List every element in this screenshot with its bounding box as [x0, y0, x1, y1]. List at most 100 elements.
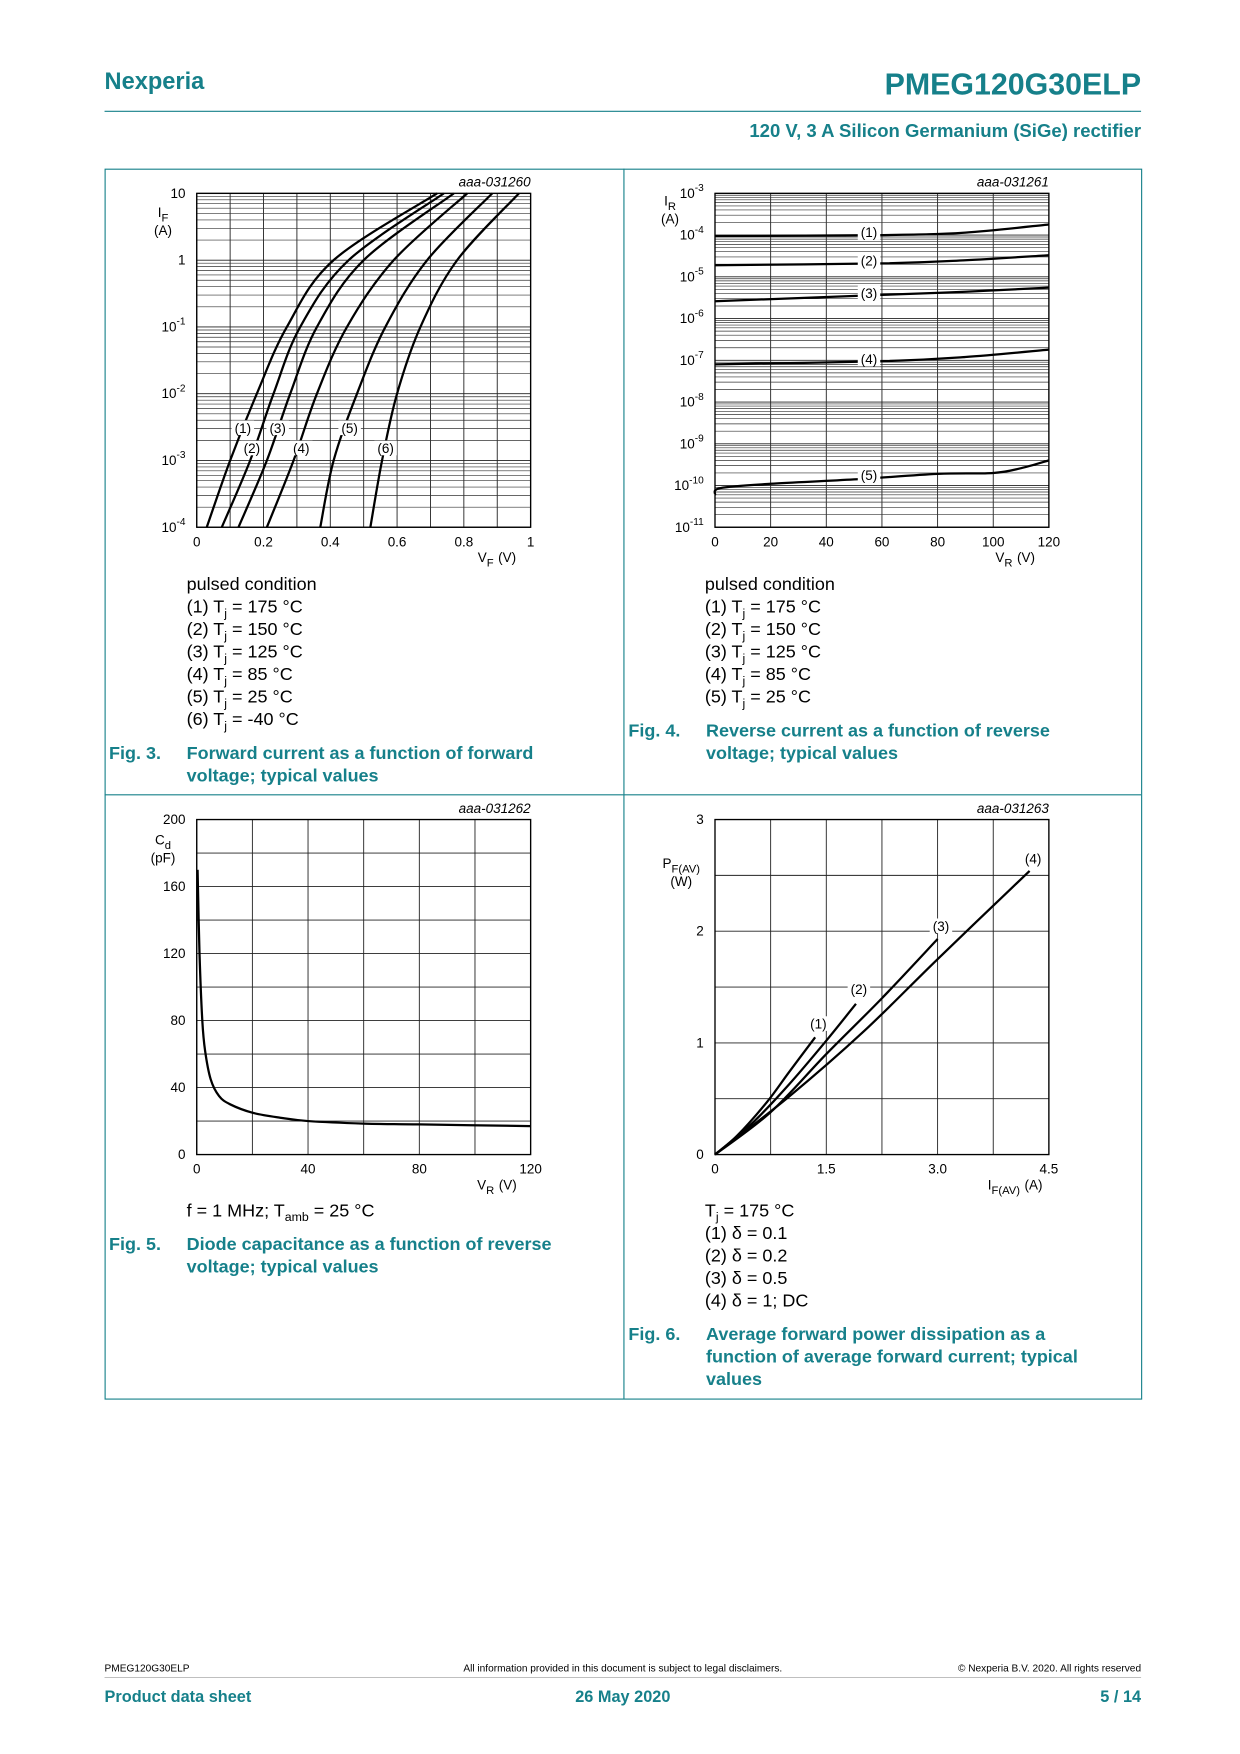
axis-symbol: I — [664, 194, 668, 209]
figure-note: (4) Tj = 85 °C — [186, 665, 293, 689]
tick-base: 10 — [161, 386, 176, 401]
y-axis-unit: (W) — [670, 874, 692, 889]
tick-exponent: -1 — [176, 317, 185, 328]
axis-subscript: F — [161, 212, 168, 224]
curve-label-bg — [847, 981, 871, 997]
figure-note: (5) Tj = 25 °C — [186, 688, 293, 711]
curve-label-bg — [857, 351, 881, 367]
curve — [714, 1036, 817, 1156]
tick-exponent: -7 — [695, 350, 704, 361]
figure-note: (6) Tj = -40 °C — [186, 710, 299, 734]
figure-number: Fig. 6. — [628, 1325, 681, 1345]
footer-product: PMEG120G30ELP — [104, 1662, 190, 1674]
curve-label-bg — [857, 467, 881, 483]
footer-page: 5 / 14 — [1100, 1688, 1142, 1707]
x-tick-label: 0.8 — [454, 534, 473, 549]
figure-caption: Forward current as a function of forward… — [186, 744, 534, 786]
x-tick-label: 0.6 — [388, 534, 407, 549]
tick-base: 10 — [680, 353, 695, 368]
x-tick-label: 120 — [1038, 534, 1061, 549]
curve-label: (1) — [810, 1017, 826, 1032]
y-axis-label: Cd — [155, 832, 171, 851]
curve-label-bg — [266, 420, 289, 436]
tick-exponent: -11 — [690, 517, 704, 528]
axis-subscript: R — [668, 201, 676, 213]
figure-caption: Average forward power dissipation as a f… — [706, 1325, 1078, 1390]
curve-label-bg — [338, 420, 361, 436]
curve-label: (5) — [861, 468, 877, 483]
y-tick-label: 10-4 — [680, 225, 704, 243]
product-title: PMEG120G30ELP — [884, 67, 1142, 102]
tick-base: 10 — [675, 520, 690, 535]
curve-label-bg — [857, 252, 881, 268]
curve — [714, 286, 1049, 303]
x-tick-label: 3.0 — [928, 1162, 947, 1177]
curve-label: (2) — [244, 441, 260, 456]
chart-id: aaa-031261 — [977, 175, 1049, 190]
curve — [714, 348, 1049, 366]
tick-base: 10 — [680, 269, 695, 284]
tick-base: 10 — [680, 436, 695, 451]
figure-note: (3) Tj = 125 °C — [186, 643, 303, 666]
x-tick-label: 40 — [819, 534, 834, 549]
figure-number: Fig. 5. — [109, 1235, 162, 1255]
tick-exponent: -2 — [176, 383, 185, 394]
x-tick-label: 0.2 — [254, 534, 273, 549]
y-tick-label: 10-9 — [680, 434, 704, 452]
curve-label: (2) — [861, 253, 877, 268]
y-tick-label: 10-3 — [680, 183, 704, 201]
y-tick-label: 10-5 — [680, 267, 704, 285]
curve-label: (3) — [269, 421, 285, 436]
figure-note: pulsed condition — [704, 575, 835, 595]
curve — [714, 1003, 857, 1156]
curve-label: (3) — [933, 919, 949, 934]
curve — [237, 192, 455, 528]
chart-id: aaa-031260 — [459, 175, 531, 190]
curve-label: (4) — [1025, 851, 1041, 866]
x-axis-label: VF (V) — [478, 550, 516, 569]
subtitle: 120 V, 3 A Silicon Germanium (SiGe) rect… — [749, 121, 1142, 142]
axis-subscript: F — [487, 558, 494, 570]
figure-number: Fig. 3. — [109, 744, 162, 764]
axis-subscript: R — [1004, 558, 1012, 570]
plot-frame — [196, 192, 532, 528]
figure-note: (1) Tj = 175 °C — [704, 598, 821, 621]
curve-label: (6) — [377, 441, 393, 456]
tick-base: 10 — [161, 453, 176, 468]
tick-exponent: -10 — [689, 475, 704, 486]
x-tick-label: 80 — [930, 534, 945, 549]
curve-label-bg — [857, 285, 881, 301]
axis-symbol: V — [995, 550, 1004, 565]
chart-id: aaa-031263 — [977, 801, 1049, 816]
curve — [205, 192, 438, 528]
x-tick-label: 0 — [193, 1162, 201, 1177]
x-tick-label: 40 — [301, 1162, 316, 1177]
curve — [319, 192, 494, 528]
y-tick-label: 10-10 — [674, 475, 704, 493]
x-tick-label: 1.5 — [817, 1162, 836, 1177]
y-tick-label: 3 — [696, 812, 703, 827]
y-tick-label: 120 — [163, 946, 186, 961]
curve — [196, 869, 531, 1128]
x-axis-label: IF(AV) (A) — [988, 1177, 1043, 1196]
y-axis-unit: (pF) — [151, 850, 176, 865]
curve-label-bg — [929, 918, 953, 934]
x-tick-label: 60 — [874, 534, 889, 549]
tick-base: 10 — [161, 319, 176, 334]
tick-exponent: -6 — [695, 308, 704, 319]
curve-label: (5) — [341, 421, 357, 436]
y-tick-label: 10-4 — [161, 517, 185, 535]
axis-subscript: d — [165, 840, 171, 852]
y-axis-label: IR — [664, 194, 676, 213]
chart-id: aaa-031262 — [459, 801, 531, 816]
curve — [714, 870, 1031, 1156]
axis-symbol: V — [477, 1177, 486, 1192]
y-tick-label: 10-11 — [675, 517, 704, 535]
axis-symbol: P — [663, 856, 672, 871]
curve-label: (2) — [851, 982, 867, 997]
x-tick-label: 20 — [763, 534, 778, 549]
tick-base: 10 — [680, 395, 695, 410]
axis-unit: (A) — [1025, 1177, 1043, 1192]
figure-note: (5) Tj = 25 °C — [704, 688, 811, 711]
